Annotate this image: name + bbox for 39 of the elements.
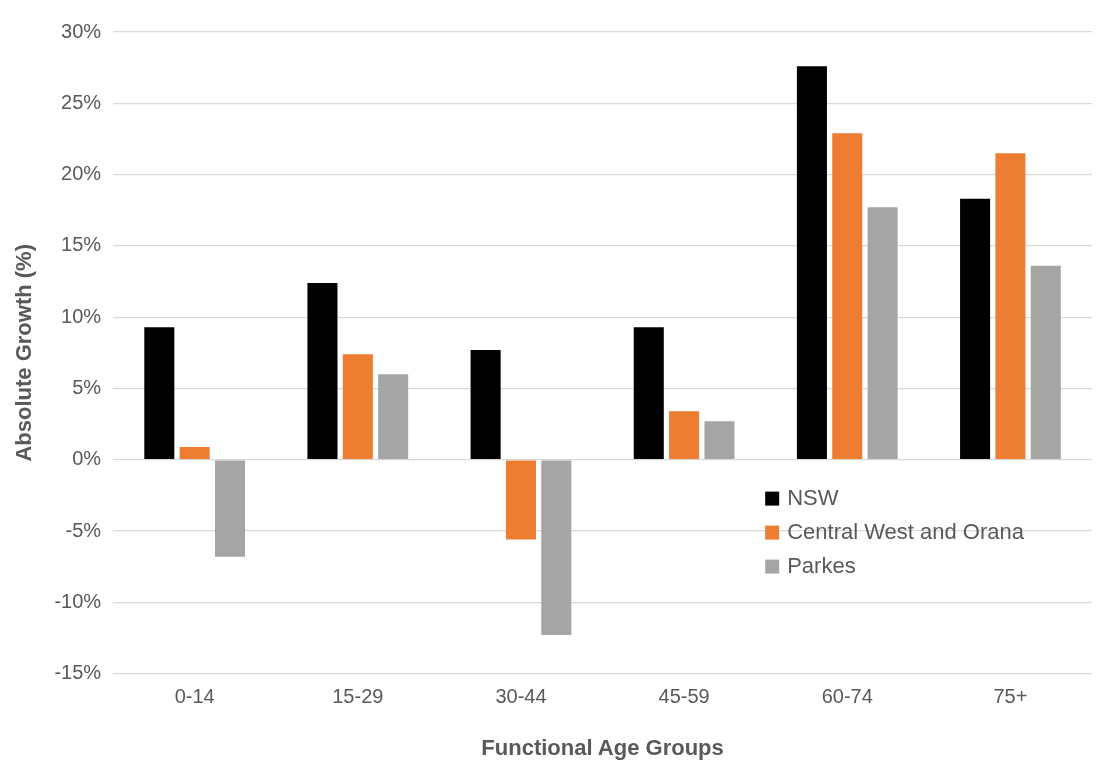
y-axis-title: Absolute Growth (%): [11, 244, 37, 462]
y-tick-label: 15%: [61, 233, 102, 256]
legend-label: Central West and Orana: [787, 518, 1025, 544]
legend-label: Parkes: [787, 552, 856, 578]
bar: [960, 198, 991, 460]
bar: [1030, 265, 1061, 460]
y-tick-label: -10%: [54, 589, 102, 612]
bar: [144, 327, 175, 460]
x-axis-title: Functional Age Groups: [481, 734, 724, 760]
bar: [342, 354, 373, 460]
bar: [214, 460, 246, 557]
bar: [179, 446, 210, 460]
y-tick-label: 10%: [61, 304, 102, 327]
bar: [832, 133, 863, 460]
bar: [633, 327, 664, 460]
bar: [470, 349, 501, 460]
y-tick-label: 0%: [72, 447, 102, 470]
x-tick-label: 15-29: [332, 685, 384, 708]
y-tick-label: -5%: [65, 518, 102, 541]
y-tick-label: -15%: [54, 661, 102, 684]
x-tick-label: 45-59: [658, 685, 710, 708]
bar: [867, 207, 898, 460]
x-tick-label: 60-74: [821, 685, 873, 708]
x-tick-label: 30-44: [495, 685, 547, 708]
x-tick-label: 0-14: [174, 685, 215, 708]
bar: [669, 411, 700, 460]
bar: [704, 421, 735, 460]
y-tick-label: 20%: [61, 162, 102, 185]
y-tick-label: 30%: [61, 19, 102, 42]
legend-label: NSW: [787, 484, 839, 510]
bar: [541, 460, 572, 636]
bar: [505, 460, 536, 540]
y-tick-label: 25%: [61, 90, 102, 113]
x-tick-label: 75+: [993, 685, 1028, 708]
y-tick-label: 5%: [72, 375, 102, 398]
bar: [307, 282, 338, 460]
bar: [796, 66, 827, 460]
bar: [378, 374, 409, 460]
bar: [995, 153, 1026, 460]
